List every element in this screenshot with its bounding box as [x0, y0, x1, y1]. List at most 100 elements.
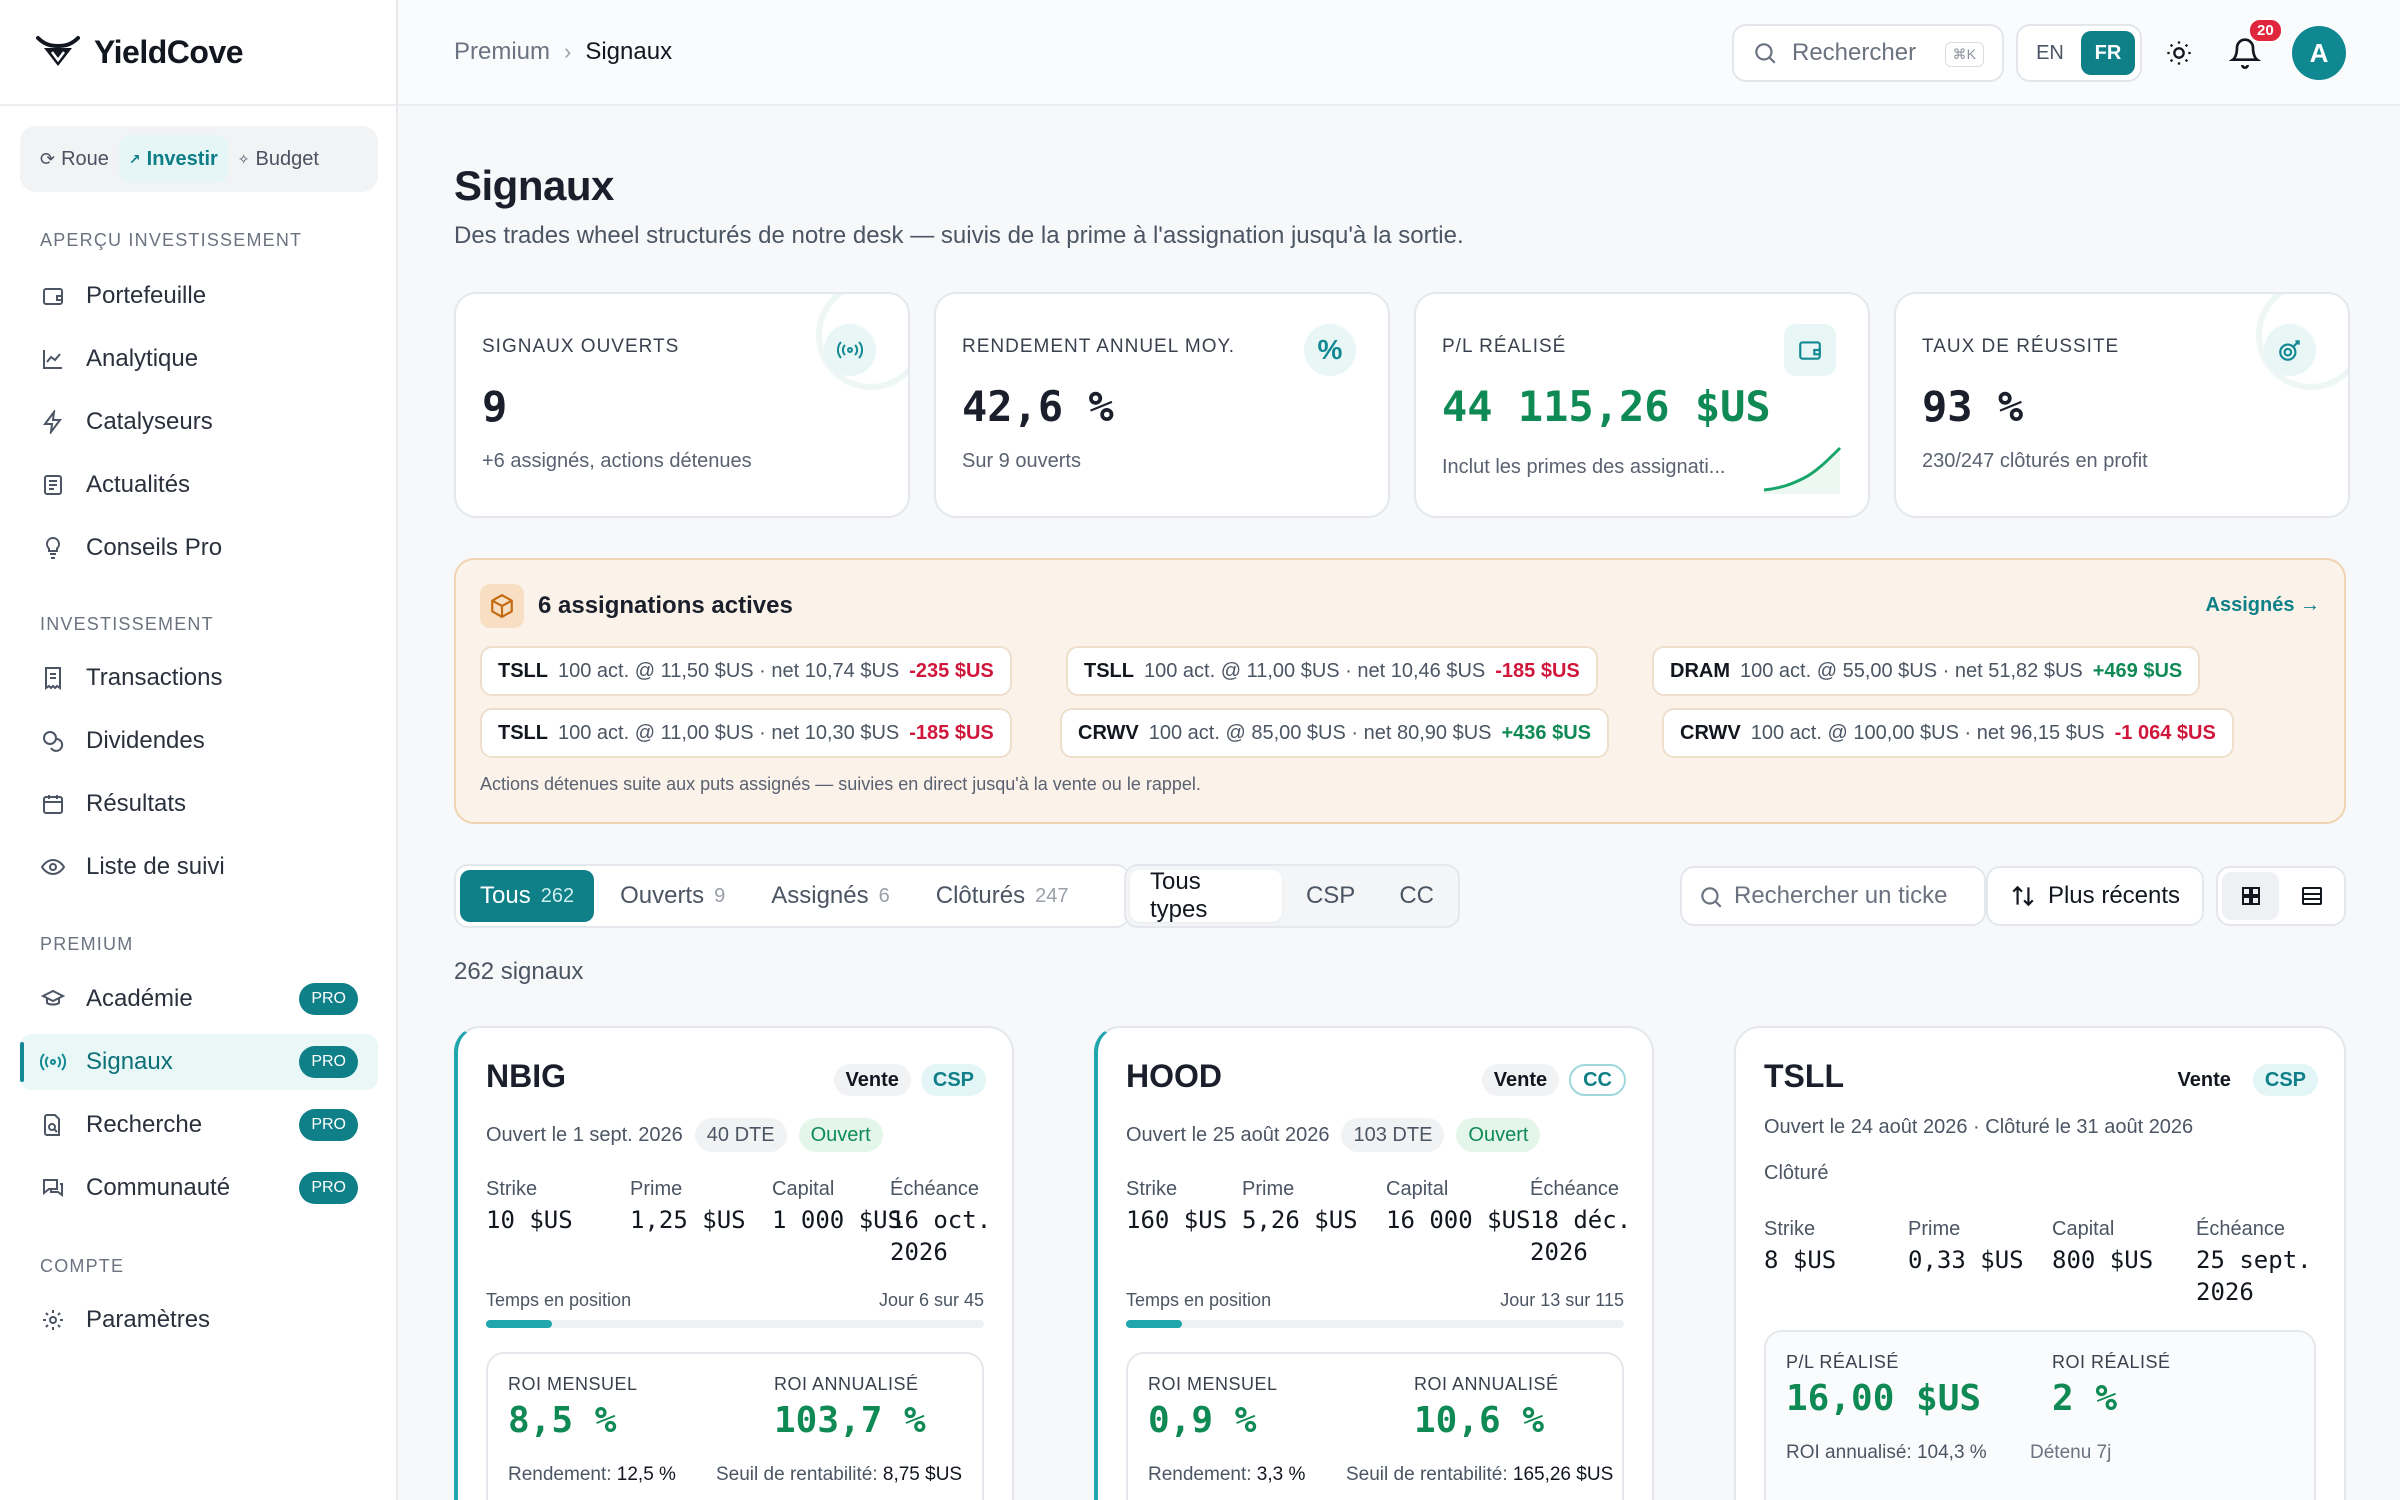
signal-card[interactable]: HOOD Vente CC Ouvert le 25 août 2026 103… — [1094, 1026, 1654, 1500]
strike-value: 8 $US — [1764, 1246, 1837, 1274]
global-search-input[interactable]: Rechercher ⌘K — [1732, 24, 2004, 82]
chip-ticker: TSLL — [498, 659, 548, 682]
sidebar-item-catalyseurs[interactable]: Catalyseurs — [20, 394, 378, 450]
tab-assignes[interactable]: Assignés 6 — [751, 870, 910, 922]
brand[interactable]: YieldCove — [0, 0, 396, 106]
breakeven-info: Seuil de rentabilité: 8,75 $US — [716, 1464, 962, 1486]
premium-label: Prime — [630, 1178, 683, 1200]
sidebar-item-analytique[interactable]: Analytique — [20, 331, 378, 387]
assignment-chip[interactable]: TSLL 100 act. @ 11,00 $US · net 10,46 $US… — [1066, 646, 1598, 696]
sidebar-item-label: Conseils Pro — [86, 534, 223, 561]
annualized-roi: ROI annualisé: 104,3 % — [1786, 1442, 1987, 1463]
assignment-chip[interactable]: TSLL 100 act. @ 11,50 $US · net 10,74 $US… — [480, 646, 1012, 696]
sidebar-item-label: Résultats — [86, 790, 187, 817]
grid-view-icon[interactable] — [2222, 872, 2279, 920]
mode-switcher: ⟳ Roue ↗ Investir ✧ Budget — [20, 126, 378, 192]
avatar[interactable]: A — [2292, 26, 2346, 80]
ticker-search-placeholder: Rechercher un ticke — [1734, 882, 1948, 909]
sidebar-item-liste-de-suivi[interactable]: Liste de suivi — [20, 839, 378, 895]
expiry-label: Échéance — [890, 1178, 979, 1200]
sidebar: YieldCove ⟳ Roue ↗ Investir ✧ Budget APERÇU… — [0, 0, 398, 1500]
breakeven-value: 8,75 $US — [882, 1464, 963, 1485]
sidebar-item-academie[interactable]: Académie PRO — [20, 971, 378, 1027]
ticker-search-input[interactable]: Rechercher un ticke — [1680, 866, 1986, 926]
sidebar-item-label: Portefeuille — [86, 282, 207, 309]
switch-roue[interactable]: ⟳ Roue — [30, 135, 119, 183]
signal-card[interactable]: NBIG Vente CSP Ouvert le 1 sept. 2026 40… — [454, 1026, 1014, 1500]
assigned-link[interactable]: Assignés → — [2205, 594, 2320, 616]
expiry-value: 18 déc. 2026 — [1530, 1206, 1632, 1266]
chip-net: · net 51,82 $US — [1942, 659, 2083, 682]
chip-net: · net 10,30 $US — [759, 721, 900, 744]
sidebar-item-transactions[interactable]: Transactions — [20, 650, 378, 706]
assignments-footnote: Actions détenues suite aux puts assignés… — [480, 774, 1201, 794]
stat-sub: Inclut les primes des assignati... — [1442, 456, 1726, 478]
switch-budget[interactable]: ✧ Budget — [228, 135, 329, 183]
opened-date: Ouvert le 1 sept. 2026 — [486, 1123, 683, 1146]
sidebar-item-actualites[interactable]: Actualités — [20, 457, 378, 513]
top-header: Premium › Signaux Rechercher ⌘K EN FR 20… — [398, 0, 2400, 106]
side-badge: Vente — [1481, 1064, 1560, 1096]
table-view-icon[interactable] — [2283, 872, 2340, 920]
roi-monthly-label: ROI MENSUEL — [1148, 1374, 1278, 1394]
sidebar-item-signaux[interactable]: Signaux PRO — [20, 1034, 378, 1090]
chip-pl: -185 $US — [1495, 659, 1580, 682]
decorative-ring — [816, 294, 908, 390]
theme-toggle-button[interactable] — [2158, 32, 2200, 74]
decorative-ring — [2256, 294, 2348, 390]
coins-icon — [40, 728, 66, 754]
lang-fr-button[interactable]: FR — [2081, 31, 2135, 75]
sparkline — [1763, 446, 1842, 494]
notifications-button[interactable]: 20 — [2224, 18, 2283, 74]
tab-clotures[interactable]: Clôturés 247 — [916, 870, 1089, 922]
type-all-button[interactable]: Tous types — [1130, 868, 1282, 923]
section-premium: PREMIUM — [40, 934, 134, 954]
sort-label: Plus récents — [2047, 882, 2181, 909]
sidebar-item-conseils-pro[interactable]: Conseils Pro — [20, 520, 378, 576]
lang-en-button[interactable]: EN — [2036, 41, 2064, 64]
sidebar-item-communaute[interactable]: Communauté PRO — [20, 1160, 378, 1216]
type-cc-button[interactable]: CC — [1399, 882, 1434, 909]
chip-ticker: CRWV — [1680, 721, 1741, 744]
file-search-icon — [40, 1112, 66, 1138]
signal-card[interactable]: TSLL Vente CSP Ouvert le 24 août 2026 · … — [1734, 1026, 2346, 1500]
sidebar-item-label: Analytique — [86, 345, 199, 372]
sidebar-item-parametres[interactable]: Paramètres — [20, 1292, 378, 1348]
chip-net: · net 96,15 $US — [1964, 721, 2105, 744]
side-badge: Vente — [833, 1064, 911, 1096]
assignment-chip[interactable]: DRAM 100 act. @ 55,00 $US · net 51,82 $US… — [1652, 646, 2201, 696]
stat-sub: +6 assignés, actions détenues — [482, 450, 752, 472]
sidebar-item-recherche[interactable]: Recherche PRO — [20, 1097, 378, 1153]
sort-button[interactable]: Plus récents — [1986, 866, 2204, 926]
opened-closed-date: Ouvert le 24 août 2026 · Clôturé le 31 a… — [1764, 1116, 2194, 1138]
pro-badge: PRO — [299, 1172, 358, 1204]
newspaper-icon — [40, 472, 66, 498]
active-assignments-panel: 6 assignations actives Assignés → TSLL 10… — [454, 558, 2346, 824]
type-csp-button[interactable]: CSP — [1305, 882, 1356, 909]
page-subtitle: Des trades wheel structurés de notre des… — [454, 222, 1464, 249]
chip-ticker: TSLL — [1084, 659, 1134, 682]
receipt-icon — [40, 665, 66, 691]
yield-value: 3,3 % — [1256, 1464, 1306, 1485]
yield-label: Rendement: — [508, 1464, 612, 1485]
wallet-icon — [40, 283, 66, 309]
tab-ouverts[interactable]: Ouverts 9 — [600, 870, 745, 922]
breadcrumb-parent[interactable]: Premium — [454, 38, 551, 65]
sidebar-item-portefeuille[interactable]: Portefeuille — [20, 268, 378, 324]
switch-investir[interactable]: ↗ Investir — [118, 135, 228, 183]
assignment-chip[interactable]: CRWV 100 act. @ 100,00 $US · net 96,15 $U… — [1662, 708, 2234, 758]
stat-card-open-signals: SIGNAUX OUVERTS 9 +6 assignés, actions d… — [454, 292, 910, 518]
bell-icon — [2229, 38, 2261, 69]
assignment-chip[interactable]: TSLL 100 act. @ 11,00 $US · net 10,30 $US… — [480, 708, 1012, 758]
lightbulb-icon — [40, 535, 66, 561]
strike-label: Strike — [1764, 1218, 1816, 1240]
assignment-chip[interactable]: CRWV 100 act. @ 85,00 $US · net 80,90 $US… — [1060, 708, 1610, 758]
stat-value: 93 % — [1922, 382, 2024, 431]
graduation-icon — [40, 986, 66, 1012]
tab-tous[interactable]: Tous 262 — [460, 870, 595, 922]
chip-pl: -185 $US — [909, 721, 994, 744]
sidebar-item-dividendes[interactable]: Dividendes — [20, 713, 378, 769]
sidebar-item-label: Actualités — [86, 471, 191, 498]
sidebar-item-resultats[interactable]: Résultats — [20, 776, 378, 832]
card-ticker: HOOD — [1126, 1058, 1222, 1094]
